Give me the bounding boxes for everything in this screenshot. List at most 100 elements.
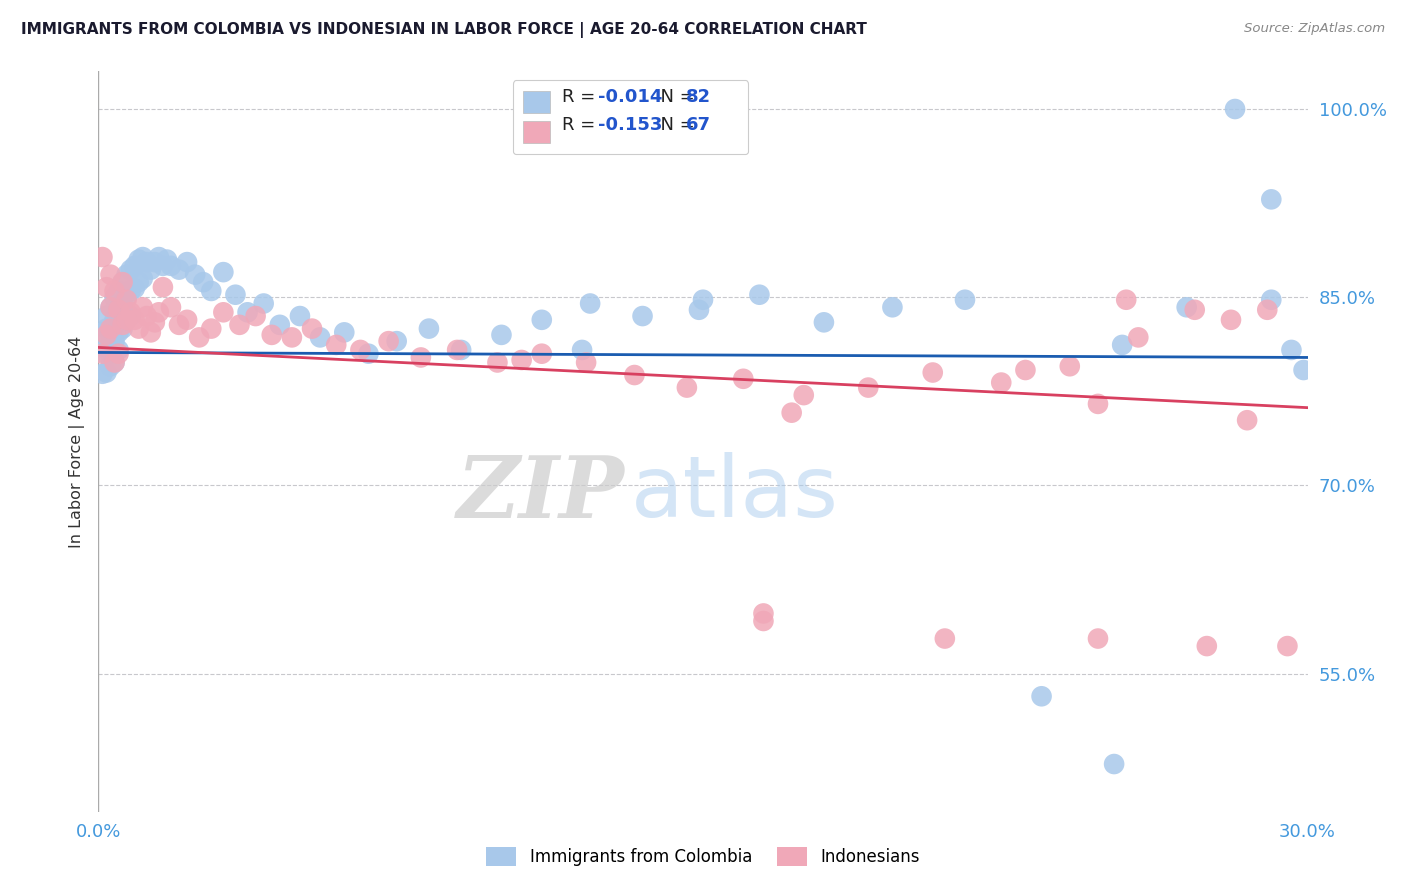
Point — [132, 271, 155, 285]
Point — [128, 321, 150, 335]
Point — [281, 330, 304, 344]
Point — [91, 345, 114, 359]
Point — [96, 280, 118, 294]
Point — [152, 280, 174, 294]
Point — [953, 293, 976, 307]
Point — [115, 313, 138, 327]
Point — [780, 406, 803, 420]
Point — [107, 302, 129, 317]
Point — [349, 343, 371, 357]
Point — [990, 376, 1012, 390]
Point — [301, 321, 323, 335]
Point — [176, 255, 198, 269]
Point — [200, 321, 222, 335]
Point — [160, 300, 183, 314]
Point — [1256, 302, 1278, 317]
Point — [100, 359, 122, 374]
Text: Source: ZipAtlas.com: Source: ZipAtlas.com — [1244, 22, 1385, 36]
Point — [139, 326, 162, 340]
Point — [333, 326, 356, 340]
Point — [120, 305, 142, 319]
Point — [228, 318, 250, 332]
Point — [579, 296, 602, 310]
Point — [176, 313, 198, 327]
Point — [120, 262, 142, 277]
Point — [325, 338, 347, 352]
Legend: Immigrants from Colombia, Indonesians: Immigrants from Colombia, Indonesians — [479, 840, 927, 873]
Point — [752, 614, 775, 628]
Point — [156, 252, 179, 267]
Point — [688, 302, 710, 317]
Point — [115, 290, 138, 304]
Point — [167, 262, 190, 277]
Text: 67: 67 — [686, 116, 711, 134]
Text: R =: R = — [561, 116, 600, 134]
Point — [103, 284, 125, 298]
Point — [100, 321, 122, 335]
Point — [132, 300, 155, 314]
Point — [692, 293, 714, 307]
Point — [111, 275, 134, 289]
Point — [1223, 102, 1246, 116]
Point — [115, 268, 138, 282]
Point — [409, 351, 432, 365]
Point — [1014, 363, 1036, 377]
Text: atlas: atlas — [630, 452, 838, 535]
Point — [1260, 192, 1282, 206]
Point — [96, 366, 118, 380]
Point — [128, 252, 150, 267]
Point — [377, 334, 399, 348]
Point — [934, 632, 956, 646]
Point — [91, 326, 114, 340]
Point — [245, 309, 267, 323]
Point — [1128, 330, 1150, 344]
Text: -0.014: -0.014 — [598, 87, 662, 105]
Point — [139, 262, 162, 277]
Point — [212, 305, 235, 319]
Point — [143, 255, 166, 269]
Text: N =: N = — [648, 116, 700, 134]
Point — [96, 321, 118, 335]
Point — [111, 318, 134, 332]
Point — [1102, 757, 1125, 772]
Point — [132, 250, 155, 264]
Point — [107, 326, 129, 340]
Point — [623, 368, 645, 382]
Point — [160, 259, 183, 273]
Point — [120, 309, 142, 323]
Point — [111, 296, 134, 310]
Text: N =: N = — [648, 87, 700, 105]
Point — [530, 347, 553, 361]
Point — [631, 309, 654, 323]
Text: -0.153: -0.153 — [598, 116, 662, 134]
Point — [107, 343, 129, 357]
Point — [111, 300, 134, 314]
Point — [733, 372, 755, 386]
Point — [91, 347, 114, 361]
Point — [148, 250, 170, 264]
Point — [813, 315, 835, 329]
Point — [100, 268, 122, 282]
Point — [1277, 639, 1299, 653]
Point — [571, 343, 593, 357]
Point — [103, 290, 125, 304]
Point — [385, 334, 408, 348]
Point — [193, 275, 215, 289]
Point — [103, 318, 125, 332]
Point — [91, 250, 114, 264]
Point — [1175, 300, 1198, 314]
Point — [446, 343, 468, 357]
Point — [124, 313, 146, 327]
Point — [486, 355, 509, 369]
Point — [107, 305, 129, 319]
Point — [124, 281, 146, 295]
Point — [752, 607, 775, 621]
Point — [260, 327, 283, 342]
Text: IMMIGRANTS FROM COLOMBIA VS INDONESIAN IN LABOR FORCE | AGE 20-64 CORRELATION CH: IMMIGRANTS FROM COLOMBIA VS INDONESIAN I… — [21, 22, 868, 38]
Point — [200, 284, 222, 298]
Point — [100, 330, 122, 344]
Point — [1111, 338, 1133, 352]
Point — [236, 305, 259, 319]
Point — [1292, 363, 1315, 377]
Point — [103, 355, 125, 369]
